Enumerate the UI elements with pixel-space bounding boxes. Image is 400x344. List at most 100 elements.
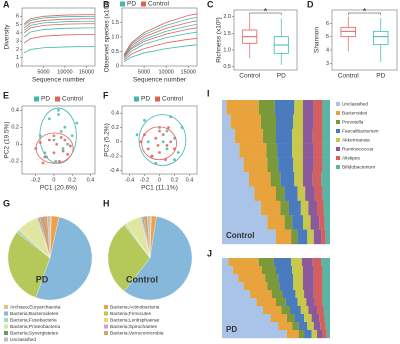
bar-segment xyxy=(308,306,318,315)
y-tick-label: 2.0 xyxy=(223,14,231,20)
bar-segment xyxy=(243,157,268,173)
legend-swatch xyxy=(34,96,39,102)
bar-segment xyxy=(322,290,330,299)
point xyxy=(165,129,169,133)
legend-swatch xyxy=(336,120,340,124)
bar-segment xyxy=(303,114,314,129)
bar-segment xyxy=(313,322,321,331)
legend-label: Unclassified xyxy=(10,337,36,343)
y-tick-label: 1 xyxy=(16,55,19,61)
legend-swatch xyxy=(336,165,340,169)
bar-segment xyxy=(313,143,323,158)
curve xyxy=(123,23,198,57)
legend-swatch xyxy=(104,311,108,316)
point xyxy=(52,151,56,155)
bar-segment xyxy=(313,282,323,291)
bar-segment xyxy=(322,274,330,283)
point xyxy=(176,151,180,154)
bar-segment xyxy=(293,114,303,129)
pie-slice xyxy=(35,216,93,301)
pie-slice xyxy=(124,216,193,301)
point xyxy=(139,140,143,144)
bar-segment xyxy=(314,298,323,307)
bar-segment xyxy=(222,172,249,187)
bar-segment xyxy=(303,215,311,230)
bar-segment xyxy=(292,215,303,230)
x-tick-label: 5000 xyxy=(138,69,150,75)
bar-segment xyxy=(306,298,315,307)
legend-swatch xyxy=(4,318,8,322)
point xyxy=(167,126,170,129)
bar-segment xyxy=(239,143,267,158)
bar-segment xyxy=(256,298,276,307)
bar-segment xyxy=(294,100,303,115)
bar-segment xyxy=(313,290,323,299)
bar-segment xyxy=(300,306,309,315)
bar-segment xyxy=(292,266,303,275)
curve xyxy=(23,46,95,54)
y-tick-label: 6 xyxy=(16,14,19,20)
x-tick-label: 0 xyxy=(52,177,55,183)
x-tick-label: -0.2 xyxy=(140,177,149,183)
x-tick-label: PD xyxy=(277,73,286,80)
bar-segment xyxy=(305,186,315,201)
bar-segment xyxy=(276,114,294,129)
bar-segment xyxy=(278,322,293,331)
bar-segment xyxy=(258,258,274,267)
point xyxy=(57,113,60,116)
legend-label: PD xyxy=(141,96,150,103)
bar-segment xyxy=(260,114,276,129)
legend-swatch xyxy=(336,102,340,106)
point xyxy=(75,121,79,125)
bar-segment xyxy=(298,330,305,339)
bar-segment xyxy=(291,229,298,245)
bar-segment xyxy=(324,215,330,230)
curve xyxy=(123,27,198,58)
panel-letter: H xyxy=(103,198,110,208)
panel-letter: C xyxy=(207,0,214,9)
legend-swatch xyxy=(4,337,8,342)
x-tick-label: PD xyxy=(376,73,385,80)
legend-swatch xyxy=(4,311,8,316)
point xyxy=(52,134,56,138)
legend-label: Bifidobacterium xyxy=(342,164,375,170)
y-axis-label: PC2 (19.5%) xyxy=(4,121,11,158)
curve xyxy=(23,23,95,34)
bar-segment xyxy=(228,258,259,267)
bar-segment xyxy=(266,143,278,158)
point xyxy=(66,142,70,146)
bar-segment xyxy=(249,172,271,187)
bar-segment xyxy=(322,266,330,275)
point xyxy=(61,149,65,153)
bar-segment xyxy=(222,100,227,115)
bar-segment xyxy=(271,290,283,299)
y-tick-label: 4 xyxy=(16,30,19,36)
bar-segment xyxy=(304,314,312,323)
bar-segment xyxy=(267,282,280,291)
bar-segment xyxy=(222,157,244,173)
point xyxy=(165,143,169,147)
point xyxy=(161,140,165,144)
significance-mark: * xyxy=(264,6,268,16)
bar-segment xyxy=(311,314,320,323)
bar-segment xyxy=(222,274,239,283)
bar-segment xyxy=(286,314,295,323)
bar-segment xyxy=(222,186,255,201)
point xyxy=(146,147,150,151)
legend-label: PD xyxy=(41,96,50,103)
bar-segment xyxy=(222,314,271,323)
curve xyxy=(123,13,198,55)
point xyxy=(58,159,61,163)
bar-segment xyxy=(310,215,320,230)
plot-frame xyxy=(233,9,298,71)
legend-label: Control xyxy=(162,96,184,103)
point xyxy=(38,134,42,138)
bar-segment xyxy=(222,215,268,230)
bar-segment xyxy=(279,282,294,291)
legend-swatch xyxy=(336,156,340,160)
point xyxy=(63,138,67,142)
bar-segment xyxy=(278,274,294,283)
bar-segment xyxy=(222,114,231,129)
point xyxy=(43,151,47,155)
legend-label: Bacteria;Verrucomicrobia xyxy=(110,330,164,336)
